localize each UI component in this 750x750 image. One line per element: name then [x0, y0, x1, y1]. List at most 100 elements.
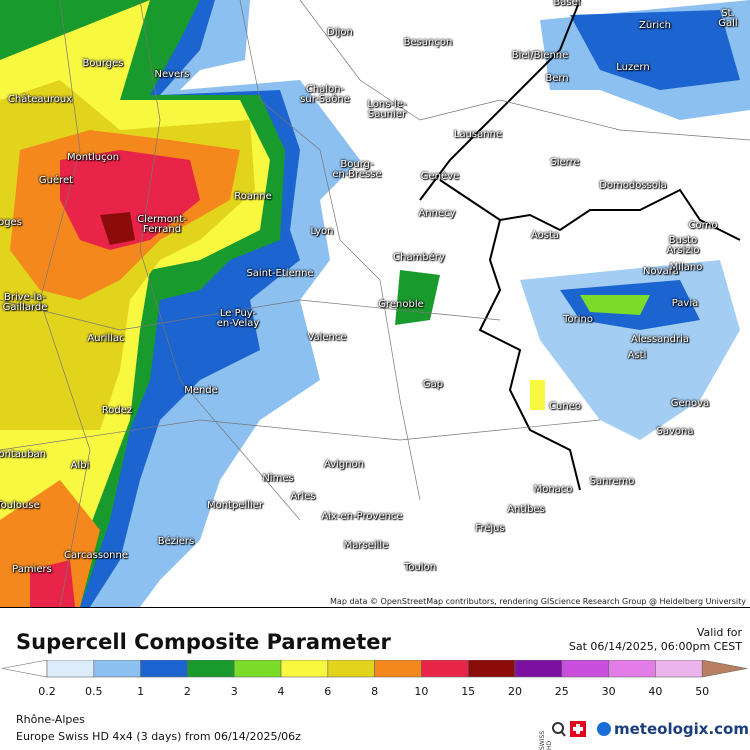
city-label: Novara	[643, 266, 679, 277]
city-label: Milano	[669, 262, 703, 273]
city-label: Genova	[670, 398, 710, 409]
city-label: Genève	[420, 171, 460, 182]
city-label: Aix-en-Provence	[321, 511, 403, 522]
city-label: Gap	[422, 379, 444, 390]
city-label: Montauban	[0, 449, 47, 460]
city-label: Carcassonne	[64, 550, 128, 561]
city-label: Montpellier	[206, 500, 264, 511]
colorbar-box	[280, 660, 329, 678]
city-label: Lons-le- Saunier	[367, 99, 407, 120]
colorbar-tick-label: 50	[695, 685, 709, 698]
city-label: Alessandria	[630, 334, 690, 345]
colorbar-tick-label: 4	[278, 685, 285, 698]
colorbar-tick-label: 1	[137, 685, 144, 698]
valid-label: Valid for	[696, 626, 742, 639]
colorbar-under	[1, 660, 48, 678]
city-label: Brive-la- Gaillarde	[2, 292, 48, 313]
valid-time: Sat 06/14/2025, 06:00pm CEST	[568, 640, 742, 653]
colorbar-box	[561, 660, 609, 678]
colorbar-tick-label: 0.2	[38, 685, 56, 698]
city-label: Antibes	[507, 504, 545, 515]
city-label: Bourges	[82, 58, 124, 69]
colorbar-tick-label: 30	[602, 685, 616, 698]
city-label: Marseille	[343, 540, 389, 551]
city-label: Le Puy- en-Velay	[216, 308, 260, 329]
colorbar-box	[374, 660, 422, 678]
region: Rhône-Alpes	[16, 713, 85, 726]
city-label: Bourg- en-Bresse	[332, 159, 382, 180]
brand-icon	[597, 722, 611, 736]
city-label: Sanremo	[589, 476, 635, 487]
city-label: Guéret	[38, 175, 74, 186]
city-label: Como	[688, 220, 718, 231]
legend-title: Supercell Composite Parameter	[16, 630, 391, 654]
logo-icons	[552, 721, 586, 737]
colorbar-tick-label: 3	[231, 685, 238, 698]
city-label: Basel	[553, 0, 581, 8]
colorbar-tick-label: 10	[414, 685, 428, 698]
city-label: Chambéry	[393, 252, 445, 263]
city-label: Fréjus	[475, 523, 505, 534]
city-label: Torino	[563, 314, 593, 325]
colorbar-tick-label: 40	[648, 685, 662, 698]
colorbar-box	[93, 660, 141, 678]
colorbar-box	[514, 660, 563, 678]
map-attribution: Map data © OpenStreetMap contributors, r…	[328, 597, 748, 606]
colorbar-over	[701, 660, 748, 678]
city-label: Asti	[627, 350, 647, 361]
city-label: Pamiers	[12, 564, 52, 575]
city-label: Zürich	[639, 20, 671, 31]
city-label: Albi	[70, 460, 90, 471]
city-label: Montluçon	[66, 152, 120, 163]
colorbar-tick-label: 20	[508, 685, 522, 698]
city-label: Nîmes	[262, 473, 294, 484]
city-label: Aosta	[530, 230, 560, 241]
city-label: Pavia	[671, 298, 699, 309]
city-label: Busto Arsizio	[666, 235, 700, 256]
city-label: Annecy	[418, 208, 456, 219]
map-background	[0, 0, 750, 607]
city-label: Aurillac	[87, 333, 125, 344]
colorbar-tick-label: 25	[555, 685, 569, 698]
colorbar-box	[233, 660, 282, 678]
city-label: Lausanne	[453, 129, 503, 140]
city-label: Dijon	[327, 27, 353, 38]
city-label: Toulouse	[0, 500, 40, 511]
city-label: Savona	[656, 426, 694, 437]
colorbar-box	[655, 660, 703, 678]
city-label: Nevers	[154, 69, 190, 80]
city-label: Arles	[290, 491, 316, 502]
city-label: Cuneo	[549, 401, 581, 412]
colorbar-box	[421, 660, 469, 678]
city-label: Valence	[307, 332, 347, 343]
colorbar-box	[187, 660, 235, 678]
colorbar-box	[140, 660, 188, 678]
colorbar-tick-label: 15	[461, 685, 475, 698]
city-label: oges	[0, 217, 22, 228]
city-label: Luzern	[616, 62, 650, 73]
city-label: Clermont- Ferrand	[137, 214, 187, 235]
colorbar-tick-label: 8	[371, 685, 378, 698]
colorbar-tick-label: 0.5	[85, 685, 103, 698]
colorbar-tick-label: 2	[184, 685, 191, 698]
brand: meteologix.com	[614, 720, 749, 738]
city-label: Toulon	[403, 562, 437, 573]
map: Basel Dijon Besançon Bourges Nevers Châteauro…	[0, 0, 750, 608]
city-label: Grenoble	[378, 299, 424, 310]
city-label: Roanne	[234, 191, 272, 202]
colorbar-box	[608, 660, 656, 678]
city-label: Lyon	[310, 226, 334, 237]
model-run: Europe Swiss HD 4x4 (3 days) from 06/14/…	[16, 730, 301, 743]
colorbar-box	[46, 660, 95, 678]
city-label: Besançon	[403, 37, 453, 48]
city-label: Avignon	[323, 459, 365, 470]
city-label: Biel/Bienne	[511, 50, 569, 61]
city-label: Domodossola	[599, 180, 667, 191]
colorbar-box	[467, 660, 516, 678]
city-label: Béziers	[157, 536, 195, 547]
city-label: Mende	[184, 385, 218, 396]
city-label: Monaco	[533, 484, 573, 495]
city-label: Sierre	[550, 157, 580, 168]
colorbar-box	[327, 660, 375, 678]
